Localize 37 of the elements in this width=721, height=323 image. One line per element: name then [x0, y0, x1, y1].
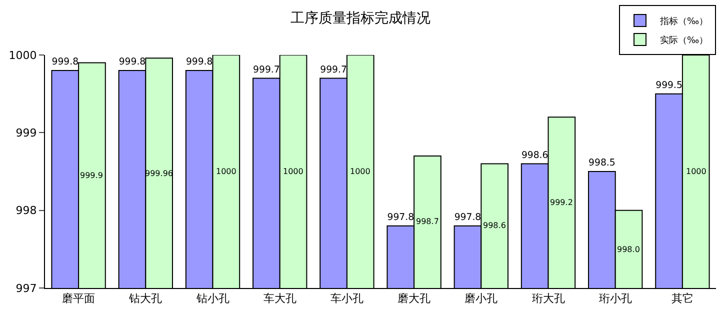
y-tick-label: 997: [16, 282, 37, 295]
x-tick-label: 钻小孔: [195, 292, 230, 306]
x-tick-label: 珩小孔: [598, 292, 632, 306]
data-label: 999.5: [656, 80, 682, 92]
y-tick-label: 1000: [8, 48, 37, 62]
x-tick-label: 车大孔: [263, 292, 296, 306]
data-label: 998.7: [416, 217, 439, 226]
data-label: 999.7: [253, 64, 280, 76]
data-label: 999.8: [186, 56, 213, 68]
y-tick-label: 999: [16, 126, 37, 140]
data-label: 999.8: [52, 56, 79, 68]
x-tick-label: 钻大孔: [128, 292, 162, 306]
legend-label: 实际（‰）: [660, 35, 708, 46]
y-tick-label: 998: [16, 204, 37, 218]
data-label: 1000: [350, 167, 370, 176]
data-label: 998.5: [588, 158, 616, 169]
data-label: 998.0: [617, 245, 640, 254]
data-label: 997.8: [387, 212, 414, 224]
x-tick-label: 珩大孔: [532, 292, 565, 306]
x-tick-label: 其它: [671, 292, 694, 306]
data-label: 1000: [216, 167, 236, 176]
data-label: 999.96: [145, 169, 173, 178]
data-label: 998.6: [483, 221, 506, 230]
data-label: 997.8: [454, 212, 482, 224]
data-label: 999.9: [80, 171, 103, 180]
x-tick-label: 磨平面: [62, 292, 96, 306]
data-label: 999.7: [320, 64, 347, 76]
x-tick-label: 磨小孔: [464, 292, 498, 306]
x-tick-label: 磨大孔: [398, 292, 431, 306]
data-label: 999.2: [550, 198, 573, 207]
x-tick-label: 车小孔: [330, 292, 364, 306]
data-label: 1000: [686, 167, 706, 176]
data-label: 1000: [283, 167, 304, 176]
chart-title: 工序质量指标完成情况: [290, 10, 430, 27]
data-label: 999.8: [118, 56, 146, 68]
data-label: 998.6: [521, 150, 548, 161]
legend-label: 指标（‰）: [659, 16, 708, 28]
